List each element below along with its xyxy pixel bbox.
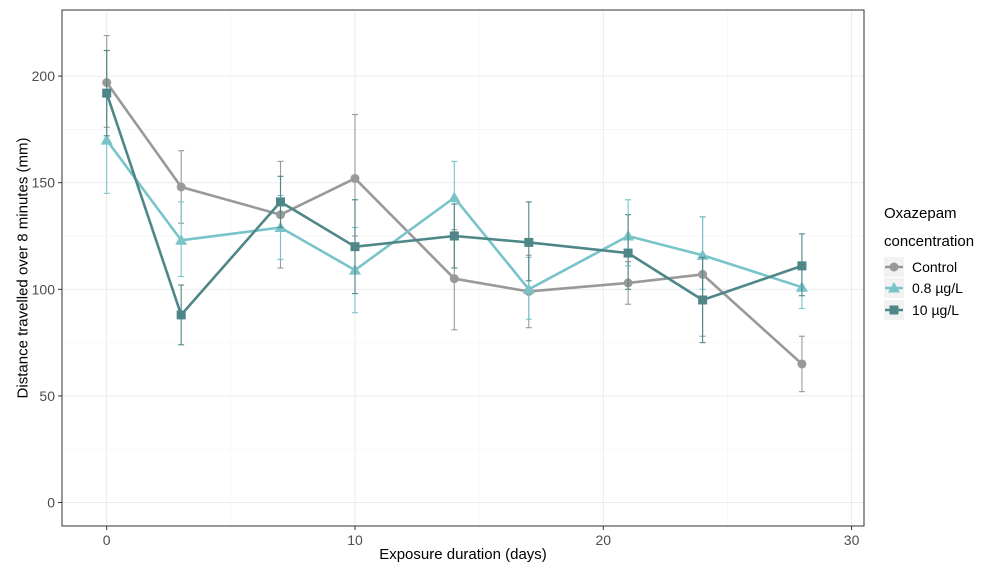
- legend-item: 10 µg/L: [884, 300, 959, 320]
- data-point: [350, 173, 360, 183]
- data-point: [698, 295, 708, 305]
- y-tick-label: 0: [47, 495, 55, 511]
- data-point: [449, 274, 459, 284]
- data-point: [623, 248, 633, 258]
- x-tick-label: 20: [595, 532, 611, 548]
- legend-items: Control 0.8 µg/L 10 µg/L: [884, 257, 963, 320]
- legend-title-line-2: concentration: [884, 233, 974, 250]
- legend-key-marker: [888, 282, 900, 293]
- plot-border: [61, 9, 865, 527]
- y-tick-label: 150: [32, 175, 56, 191]
- x-tick-label: 10: [347, 532, 363, 548]
- data-point: [797, 359, 807, 369]
- y-tick-label: 100: [32, 281, 56, 297]
- legend-item: Control: [884, 257, 957, 277]
- series-layer: [100, 35, 808, 393]
- data-point: [175, 234, 188, 245]
- legend-label: 10 µg/L: [912, 302, 959, 318]
- data-point: [350, 242, 360, 252]
- data-point: [797, 261, 807, 271]
- data-point: [100, 134, 113, 145]
- y-tick-label: 50: [39, 388, 55, 404]
- legend-label: Control: [912, 259, 957, 275]
- minor-gridlines: [62, 10, 864, 526]
- data-point: [522, 283, 535, 294]
- legend-key-marker: [889, 262, 899, 272]
- y-tick-label: 200: [32, 68, 56, 84]
- legend-title-line-1: Oxazepam: [884, 205, 957, 222]
- data-point: [102, 88, 112, 98]
- data-point: [448, 191, 461, 203]
- legend: Oxazepam concentration Control 0.8 µg/L 10…: [884, 205, 974, 320]
- legend-label: 0.8 µg/L: [912, 280, 963, 296]
- plot-panel: [62, 10, 864, 526]
- y-axis: 0 50 100 150 200: [32, 68, 62, 511]
- x-tick-label: 0: [103, 532, 111, 548]
- data-point: [449, 231, 459, 241]
- x-axis-title: Exposure duration (days): [379, 546, 547, 563]
- legend-item: 0.8 µg/L: [884, 278, 963, 298]
- major-gridlines: [62, 10, 864, 526]
- legend-key-marker: [889, 305, 899, 315]
- x-tick-label: 30: [844, 532, 860, 548]
- y-axis-title: Distance travelled over 8 minutes (mm): [14, 138, 31, 399]
- data-point: [276, 197, 286, 207]
- data-point: [524, 237, 534, 247]
- data-point: [176, 182, 186, 192]
- x-axis: 0 10 20 30: [103, 526, 860, 548]
- series-2: [102, 49, 807, 346]
- data-point: [176, 310, 186, 320]
